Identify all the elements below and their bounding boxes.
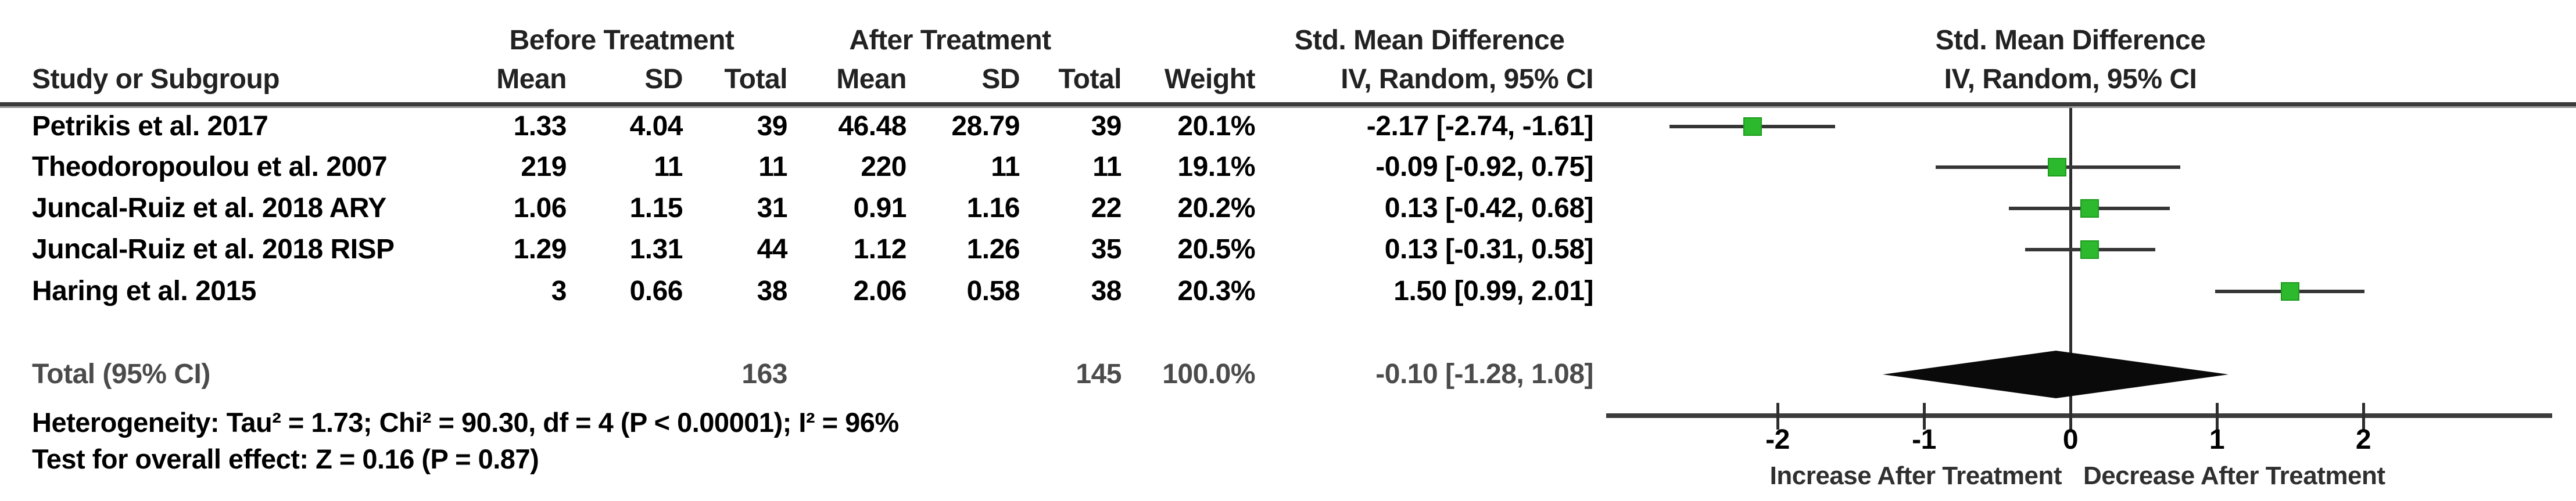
after-sd: 0.58: [966, 276, 1020, 307]
study-name: Juncal-Ruiz et al. 2018 ARY: [32, 193, 386, 224]
col-header-before-sd: SD: [644, 64, 683, 95]
axis-caption-left: Increase After Treatment: [1769, 462, 2062, 490]
col-group-effect: Std. Mean Difference: [1294, 25, 1565, 56]
effect-estimate-square: [2080, 240, 2099, 259]
after-mean: 2.06: [853, 276, 907, 307]
weight: 20.2%: [1177, 193, 1255, 224]
col-header-before-total: Total: [724, 64, 787, 95]
col-header-after-total: Total: [1058, 64, 1122, 95]
ci-text: 0.13 [-0.42, 0.68]: [1384, 193, 1594, 224]
before-sd: 1.15: [629, 193, 683, 224]
col-group-before-treatment: Before Treatment: [509, 25, 735, 56]
axis-tick-label: 1: [2209, 424, 2225, 455]
before-total: 38: [757, 276, 788, 307]
weight: 19.1%: [1177, 152, 1255, 182]
header-separator-line: [0, 102, 2576, 108]
axis-tick: [1776, 403, 1779, 430]
after-mean: 220: [861, 152, 907, 182]
axis-tick: [1923, 403, 1926, 430]
after-total: 22: [1091, 193, 1122, 224]
table-row: Juncal-Ruiz et al. 2018 ARY 1.06 1.15 31…: [0, 190, 2576, 227]
ci-text: 1.50 [0.99, 2.01]: [1393, 276, 1593, 307]
col-header-before-mean: Mean: [496, 64, 567, 95]
before-sd: 11: [654, 152, 683, 182]
effect-estimate-square: [2281, 282, 2299, 301]
study-name: Theodoropoulou et al. 2007: [32, 152, 388, 182]
after-total: 11: [1092, 152, 1122, 182]
plot-method-label: IV, Random, 95% CI: [1944, 64, 2197, 95]
weight: 20.1%: [1177, 111, 1255, 142]
heterogeneity-line: Heterogeneity: Tau² = 1.73; Chi² = 90.30…: [0, 404, 2576, 441]
before-total: 31: [757, 193, 788, 224]
table-row: Theodoropoulou et al. 2007 219 11 11 220…: [0, 149, 2576, 186]
effect-estimate-square: [2080, 199, 2099, 218]
axis-tick: [2216, 403, 2219, 430]
axis-tick-label: -2: [1765, 424, 1790, 455]
total-weight: 100.0%: [1162, 359, 1255, 390]
col-header-method: IV, Random, 95% CI: [1341, 64, 1593, 95]
overall-effect-text: Test for overall effect: Z = 0.16 (P = 0…: [32, 444, 539, 474]
axis-tick: [2069, 403, 2072, 430]
heterogeneity-text: Heterogeneity: Tau² = 1.73; Chi² = 90.30…: [32, 407, 899, 438]
weight: 20.5%: [1177, 234, 1255, 265]
ci-text: -2.17 [-2.74, -1.61]: [1366, 111, 1594, 142]
table-row: Petrikis et al. 2017 1.33 4.04 39 46.48 …: [0, 108, 2576, 145]
axis-tick-label: 2: [2355, 424, 2371, 455]
col-header-study: Study or Subgroup: [32, 64, 280, 95]
axis-caption-right: Decrease After Treatment: [2083, 462, 2385, 490]
before-total: 44: [757, 234, 788, 265]
after-sd: 28.79: [951, 111, 1020, 142]
axis-tick-label: -1: [1912, 424, 1936, 455]
after-sd: 1.26: [966, 234, 1020, 265]
total-after-total: 145: [1076, 359, 1122, 390]
total-label: Total (95% CI): [32, 359, 210, 390]
before-mean: 1.29: [513, 234, 567, 265]
total-before-total: 163: [741, 359, 787, 390]
axis-tick: [2362, 403, 2365, 430]
overall-effect-line: Test for overall effect: Z = 0.16 (P = 0…: [0, 441, 2576, 478]
col-header-weight: Weight: [1164, 64, 1256, 95]
axis-tick-label: 0: [2062, 424, 2079, 455]
after-total: 35: [1091, 234, 1122, 265]
before-mean: 1.06: [513, 193, 567, 224]
after-mean: 46.48: [838, 111, 907, 142]
before-sd: 0.66: [629, 276, 683, 307]
table-row: Juncal-Ruiz et al. 2018 RISP 1.29 1.31 4…: [0, 231, 2576, 268]
col-header-after-sd: SD: [981, 64, 1020, 95]
study-name: Petrikis et al. 2017: [32, 111, 268, 142]
ci-text: -0.09 [-0.92, 0.75]: [1375, 152, 1593, 182]
after-mean: 1.12: [853, 234, 907, 265]
study-name: Juncal-Ruiz et al. 2018 RISP: [32, 234, 395, 265]
effect-estimate-square: [2048, 158, 2066, 176]
header-row-groups: Before Treatment After Treatment Std. Me…: [0, 22, 2576, 59]
before-sd: 1.31: [629, 234, 683, 265]
before-mean: 3: [551, 276, 567, 307]
total-ci-text: -0.10 [-1.28, 1.08]: [1375, 359, 1593, 390]
ci-text: 0.13 [-0.31, 0.58]: [1384, 234, 1594, 265]
after-sd: 11: [991, 152, 1020, 182]
effect-estimate-square: [1743, 117, 1762, 136]
zero-reference-line: [2069, 108, 2072, 432]
after-total: 38: [1091, 276, 1122, 307]
header-row-columns: Study or Subgroup Mean SD Total Mean SD …: [0, 61, 2576, 98]
before-mean: 219: [521, 152, 567, 182]
table-row: Haring et al. 2015 3 0.66 38 2.06 0.58 3…: [0, 273, 2576, 310]
before-mean: 1.33: [513, 111, 567, 142]
col-group-after-treatment: After Treatment: [849, 25, 1051, 56]
col-header-after-mean: Mean: [836, 64, 907, 95]
after-mean: 0.91: [853, 193, 907, 224]
before-total: 39: [757, 111, 788, 142]
after-sd: 1.16: [966, 193, 1020, 224]
study-name: Haring et al. 2015: [32, 276, 256, 307]
plot-title: Std. Mean Difference: [1935, 25, 2206, 56]
x-axis-line: [1606, 413, 2552, 418]
weight: 20.3%: [1177, 276, 1255, 307]
total-row: Total (95% CI) 163 145 100.0% -0.10 [-1.…: [0, 356, 2576, 393]
before-total: 11: [758, 152, 787, 182]
before-sd: 4.04: [629, 111, 683, 142]
after-total: 39: [1091, 111, 1122, 142]
